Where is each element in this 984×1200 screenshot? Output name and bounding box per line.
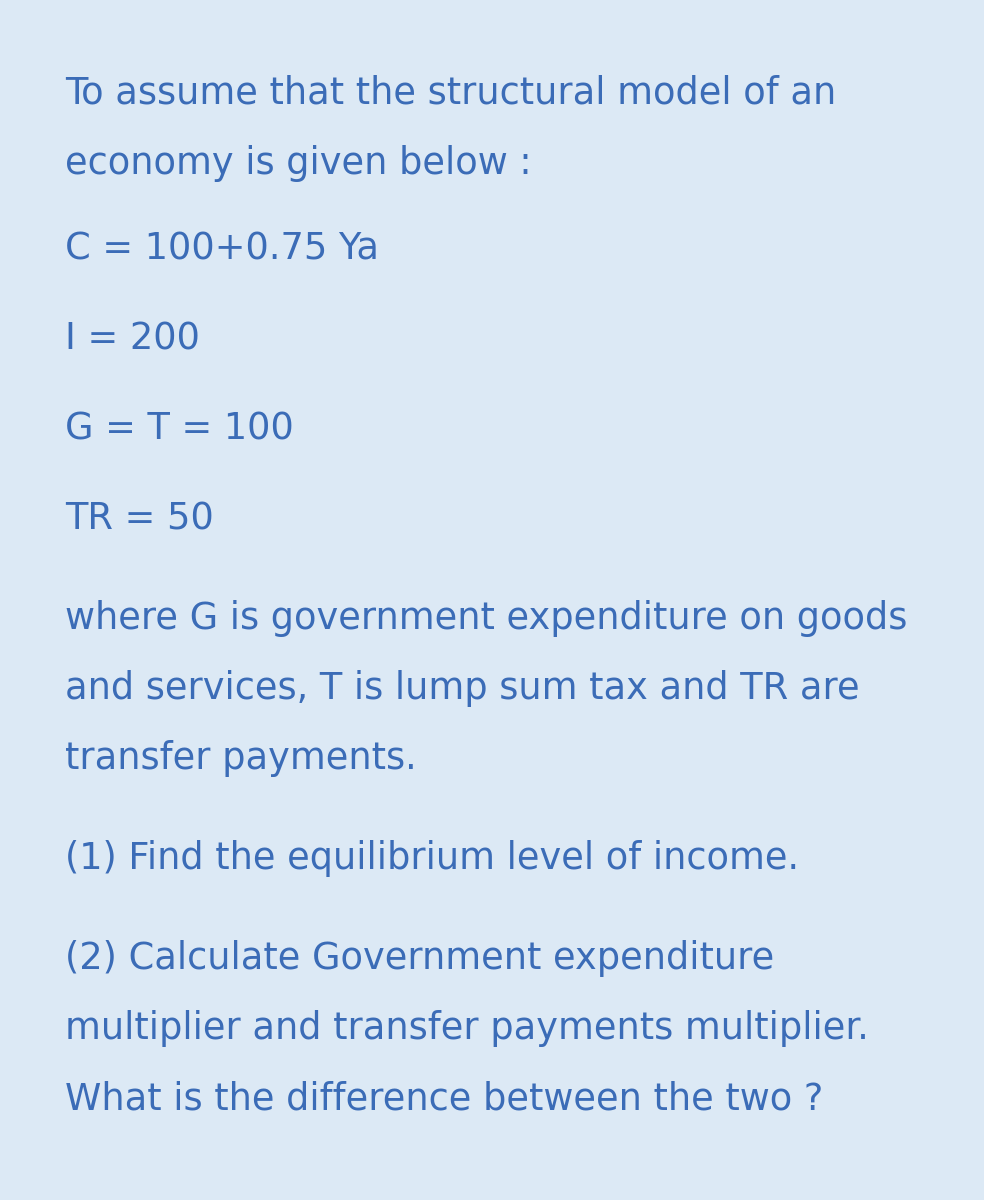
Text: (2) Calculate Government expenditure: (2) Calculate Government expenditure [65,940,774,977]
Text: C = 100+0.75 Ya: C = 100+0.75 Ya [65,230,379,266]
Text: where G is government expenditure on goods: where G is government expenditure on goo… [65,600,907,637]
Text: and services, T is lump sum tax and TR are: and services, T is lump sum tax and TR a… [65,670,860,707]
Text: economy is given below :: economy is given below : [65,145,531,182]
Text: What is the difference between the two ?: What is the difference between the two ? [65,1080,824,1117]
Text: I = 200: I = 200 [65,320,200,358]
Text: To assume that the structural model of an: To assume that the structural model of a… [65,74,836,112]
Text: TR = 50: TR = 50 [65,500,214,538]
Text: multiplier and transfer payments multiplier.: multiplier and transfer payments multipl… [65,1010,869,1046]
Text: G = T = 100: G = T = 100 [65,410,294,446]
Text: (1) Find the equilibrium level of income.: (1) Find the equilibrium level of income… [65,840,799,877]
Text: transfer payments.: transfer payments. [65,740,417,778]
